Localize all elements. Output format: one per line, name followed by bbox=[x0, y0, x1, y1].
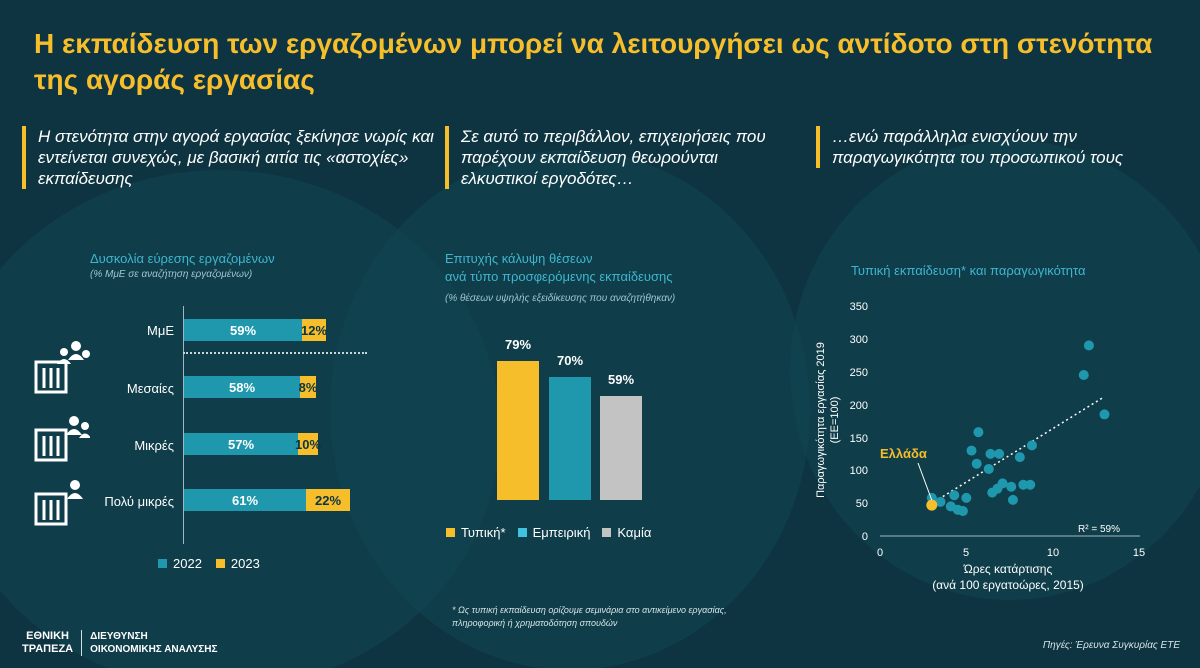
chart3-point bbox=[1025, 479, 1036, 490]
panel-heading-2: Σε αυτό το περιβάλλον, επιχειρήσεις που … bbox=[445, 126, 785, 189]
logo-line-2: ΤΡΑΠΕΖΑ bbox=[22, 643, 74, 655]
chart1-title: Δυσκολία εύρεσης εργαζομένων bbox=[90, 251, 275, 266]
chart3-y-tick: 250 bbox=[850, 367, 868, 379]
panel-heading-1: Η στενότητα στην αγορά εργασίας ξεκίνησε… bbox=[22, 126, 434, 189]
chart2-legend: Τυπική* Εμπειρική Καμία bbox=[446, 525, 651, 540]
chart1-bar-2022: 61% bbox=[184, 489, 306, 511]
chart3-r2-label: R² = 59% bbox=[1078, 524, 1120, 535]
chart3-y-tick: 0 bbox=[862, 531, 868, 543]
very-small-company-icon bbox=[34, 480, 83, 526]
chart1-subtitle: (% ΜμΕ σε αναζήτηση εργαζομένων) bbox=[90, 269, 253, 280]
chart3-point bbox=[985, 448, 996, 459]
chart3-y-label-line1: Παραγωγικότητα εργασίας 2019 bbox=[815, 342, 827, 498]
chart2-bar bbox=[497, 360, 539, 500]
chart3-point bbox=[1014, 452, 1025, 463]
chart3-x-tick: 15 bbox=[1133, 547, 1145, 559]
legend-label-none: Καμία bbox=[617, 525, 652, 540]
chart1-bar-2023: 22% bbox=[306, 489, 350, 511]
legend-swatch-none bbox=[602, 528, 612, 537]
chart3-point bbox=[961, 492, 972, 503]
chart2-title-line2: ανά τύπο προσφερόμενης εκπαίδευσης bbox=[445, 269, 673, 284]
chart3-y-tick: 150 bbox=[850, 433, 868, 445]
chart3-point bbox=[949, 490, 960, 501]
chart3-greece-leader bbox=[917, 462, 933, 501]
chart1-separator bbox=[183, 352, 367, 354]
chart2-value-label: 70% bbox=[556, 352, 584, 368]
chart3-point bbox=[1099, 409, 1110, 420]
chart3-point bbox=[983, 463, 994, 474]
chart3-greece-label: Ελλάδα bbox=[880, 446, 927, 461]
chart3-point bbox=[971, 458, 982, 469]
footnote: * Ως τυπική εκπαίδευση ορίζουμε σεμινάρι… bbox=[452, 604, 727, 630]
chart3-point bbox=[973, 427, 984, 438]
panel-heading-3: …ενώ παράλληλα ενισχύουν την παραγωγικότ… bbox=[816, 126, 1146, 168]
source-note: Πηγές: Έρευνα Συγκυρίας ΕΤΕ bbox=[1042, 640, 1180, 651]
chart1-axis bbox=[183, 306, 184, 544]
chart3-y-tick: 350 bbox=[850, 301, 868, 313]
chart3-greece-point bbox=[926, 499, 938, 511]
chart3-point bbox=[957, 506, 968, 517]
chart1-bar-2022: 59% bbox=[184, 319, 302, 341]
chart3-point bbox=[1078, 370, 1089, 380]
chart3-x-label-line2: (ανά 100 εργατοώρες, 2015) bbox=[932, 578, 1084, 592]
legend-label-experiential: Εμπειρική bbox=[532, 525, 591, 540]
chart3-point bbox=[966, 445, 977, 456]
logo: ΕΘΝΙΚΗ ΤΡΑΠΕΖΑ ΔΙΕΥΘΥΝΣΗ ΟΙΚΟΝΟΜΙΚΗΣ ΑΝΑ… bbox=[22, 630, 218, 656]
chart3-point bbox=[1007, 494, 1018, 505]
chart1-bar-2023: 12% bbox=[301, 319, 327, 341]
chart3-y-tick: 50 bbox=[856, 498, 868, 510]
logo-dept-line-2: ΟΙΚΟΝΟΜΙΚΗΣ ΑΝΑΛΥΣΗΣ bbox=[90, 644, 218, 655]
chart3-x-tick: 10 bbox=[1047, 547, 1059, 559]
chart3-trendline bbox=[929, 396, 1105, 506]
small-company-icon bbox=[34, 416, 90, 462]
chart1-bar-2022: 57% bbox=[184, 433, 298, 455]
chart1-category-label: Μεσαίες bbox=[126, 381, 174, 396]
page-title: Η εκπαίδευση των εργαζομένων μπορεί να λ… bbox=[34, 28, 1153, 95]
chart3-point bbox=[935, 496, 946, 507]
chart3-x-tick: 5 bbox=[963, 547, 969, 559]
chart3-y-label-line2: (ΕΕ=100) bbox=[829, 397, 841, 444]
chart2-bar bbox=[600, 396, 642, 500]
chart3-y-tick: 300 bbox=[850, 334, 868, 346]
legend-swatch-formal bbox=[446, 528, 455, 537]
chart3-point bbox=[1083, 340, 1094, 351]
chart3-point bbox=[994, 448, 1005, 459]
chart1-legend: 2022 2023 bbox=[158, 556, 260, 571]
chart2-value-label: 79% bbox=[504, 336, 532, 352]
logo-dept-line-1: ΔΙΕΥΘΥΝΣΗ bbox=[90, 631, 148, 642]
chart1-bar-2022: 58% bbox=[184, 376, 300, 398]
legend-swatch-experiential bbox=[517, 528, 527, 537]
legend-swatch-2023 bbox=[215, 559, 225, 568]
chart1-category-label: ΜμΕ bbox=[147, 323, 174, 338]
chart2-bar bbox=[549, 376, 591, 500]
logo-department: ΔΙΕΥΘΥΝΣΗ ΟΙΚΟΝΟΜΙΚΗΣ ΑΝΑΛΥΣΗΣ bbox=[90, 630, 217, 656]
chart3-point bbox=[1018, 479, 1029, 490]
chart3-x-tick: 0 bbox=[877, 547, 883, 559]
medium-company-icon bbox=[34, 341, 90, 394]
chart2-value-label: 59% bbox=[607, 372, 635, 388]
chart3-y-tick: 100 bbox=[850, 465, 868, 477]
chart1-category-label: Πολύ μικρές bbox=[104, 494, 174, 509]
legend-swatch-2022 bbox=[158, 559, 167, 568]
logo-divider bbox=[81, 630, 83, 656]
legend-label-2023: 2023 bbox=[230, 556, 260, 571]
chart3-x-label-line1: Ώρες κατάρτισης bbox=[963, 562, 1053, 576]
chart3-title: Τυπική εκπαίδευση* και παραγωγικότητα bbox=[851, 263, 1086, 278]
footnote-line-2: πληροφορική ή χρηματοδότηση σπουδών bbox=[452, 618, 618, 628]
chart3-point bbox=[997, 478, 1008, 489]
chart2-subtitle: (% θέσεων υψηλής εξειδίκευσης που αναζητ… bbox=[445, 293, 676, 304]
chart3-y-tick: 200 bbox=[850, 400, 868, 412]
chart2-title-line1: Επιτυχής κάλυψη θέσεων bbox=[445, 251, 593, 266]
legend-label-2022: 2022 bbox=[173, 556, 202, 571]
chart1-category-label: Μικρές bbox=[134, 438, 174, 453]
logo-name: ΕΘΝΙΚΗ ΤΡΑΠΕΖΑ bbox=[22, 630, 73, 656]
chart3-point bbox=[1006, 481, 1017, 492]
chart1-bar-2023: 8% bbox=[299, 376, 317, 398]
chart3-scatter-plot: 0 50 100 150 200 250 300 350 0 5 10 15 Π… bbox=[815, 301, 1145, 592]
footnote-line-1: * Ως τυπική εκπαίδευση ορίζουμε σεμινάρι… bbox=[452, 605, 727, 615]
chart3-point bbox=[1026, 440, 1037, 451]
legend-label-formal: Τυπική* bbox=[461, 525, 506, 540]
chart1-bar-2023: 10% bbox=[295, 433, 321, 455]
logo-line-1: ΕΘΝΙΚΗ bbox=[26, 630, 69, 642]
